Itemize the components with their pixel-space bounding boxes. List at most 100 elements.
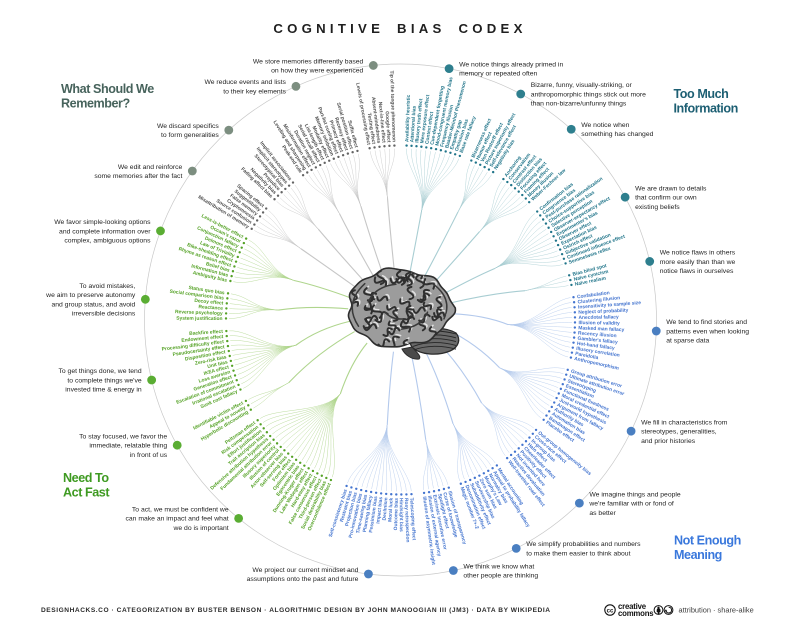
svg-text:Status quo bias: Status quo bias	[188, 285, 225, 297]
svg-text:Neglect of probability: Neglect of probability	[578, 308, 628, 316]
svg-text:in front of us: in front of us	[130, 452, 168, 459]
svg-text:Tip of the tongue phenomenon: Tip of the tongue phenomenon	[388, 70, 396, 142]
svg-text:To get things done, we tend: To get things done, we tend	[58, 368, 141, 375]
svg-text:Pareidolia: Pareidolia	[575, 351, 599, 361]
svg-text:We discard specifics: We discard specifics	[157, 123, 219, 130]
svg-text:Context effect: Context effect	[424, 111, 435, 145]
svg-text:to complete things we've: to complete things we've	[67, 377, 141, 384]
svg-text:and complete information over: and complete information over	[59, 228, 151, 235]
svg-text:we do is important: we do is important	[172, 525, 228, 532]
svg-text:Mere exposure effect: Mere exposure effect	[419, 94, 431, 144]
svg-text:Unit bias: Unit bias	[207, 359, 229, 370]
svg-text:can make an impact and feel wh: can make an impact and feel what	[125, 516, 228, 523]
svg-text:and prior histories: and prior histories	[641, 438, 696, 445]
svg-text:existing beliefs: existing beliefs	[635, 204, 680, 211]
svg-text:We notice flaws in others: We notice flaws in others	[660, 250, 736, 257]
svg-text:other people are thinking: other people are thinking	[463, 572, 538, 579]
svg-text:To avoid mistakes,: To avoid mistakes,	[79, 283, 135, 290]
svg-text:Attentional bias: Attentional bias	[409, 105, 417, 142]
svg-text:Impact bias: Impact bias	[375, 496, 384, 524]
svg-text:Reverse psychology: Reverse psychology	[175, 309, 223, 317]
svg-text:Pessimism bias: Pessimism bias	[368, 496, 379, 533]
svg-text:to their key elements: to their key elements	[223, 88, 286, 95]
svg-text:We edit and reinforce: We edit and reinforce	[118, 164, 183, 171]
svg-text:assumptions onto the past and: assumptions onto the past and future	[247, 576, 359, 583]
svg-text:Need To: Need To	[63, 471, 109, 485]
svg-text:complex, ambiguous options: complex, ambiguous options	[64, 238, 151, 245]
svg-text:we're familiar with or fond of: we're familiar with or fond of	[588, 501, 674, 508]
svg-text:Too Much: Too Much	[674, 87, 729, 101]
svg-text:We imagine things and people: We imagine things and people	[589, 491, 681, 498]
svg-text:than non-bizarre/unfunny thing: than non-bizarre/unfunny things	[531, 101, 627, 108]
svg-text:We are drawn to details: We are drawn to details	[635, 185, 707, 192]
svg-text:Declinism: Declinism	[382, 497, 390, 521]
svg-text:We notice when: We notice when	[581, 122, 629, 129]
svg-text:creative: creative	[618, 602, 647, 611]
svg-text:Google effect: Google effect	[384, 111, 392, 143]
svg-text:Information: Information	[674, 102, 738, 116]
svg-text:Outcome bias: Outcome bias	[393, 498, 400, 531]
svg-text:more easily than than we: more easily than than we	[660, 259, 736, 266]
svg-text:invested time & energy in: invested time & energy in	[65, 387, 142, 394]
svg-text:attribution · share-alike: attribution · share-alike	[679, 606, 754, 615]
svg-text:Telescoping effect: Telescoping effect	[408, 497, 417, 540]
svg-text:cc: cc	[607, 608, 614, 614]
svg-text:We notice things already prime: We notice things already primed in	[459, 61, 563, 68]
svg-text:that confirm our own: that confirm our own	[635, 195, 697, 202]
svg-text:commons: commons	[618, 609, 654, 618]
svg-text:as better: as better	[589, 510, 616, 517]
svg-text:stereotypes, generalities,: stereotypes, generalities,	[641, 429, 717, 436]
svg-text:at sparse data: at sparse data	[666, 338, 709, 345]
svg-text:Illusory truth effect: Illusory truth effect	[414, 98, 424, 143]
svg-text:anthropomorphic things stick o: anthropomorphic things stick out more	[531, 91, 646, 98]
svg-text:To act, we must be confident w: To act, we must be confident we	[132, 507, 229, 514]
svg-text:irreversible decisions: irreversible decisions	[72, 311, 136, 318]
svg-text:Meaning: Meaning	[674, 548, 722, 562]
svg-text:Hot-hand fallacy: Hot-hand fallacy	[577, 341, 616, 352]
svg-text:Endowment effect: Endowment effect	[181, 334, 224, 344]
svg-text:Recency illusion: Recency illusion	[578, 330, 617, 339]
svg-text:Testing effect: Testing effect	[366, 113, 377, 145]
svg-text:Absent-mindedness: Absent-mindedness	[370, 97, 382, 144]
svg-text:we aim to preserve autonomy: we aim to preserve autonomy	[45, 292, 136, 299]
svg-text:memory or repeated often: memory or repeated often	[459, 71, 537, 78]
svg-text:Reactance: Reactance	[198, 304, 223, 312]
svg-text:and group status, and avoid: and group status, and avoid	[51, 301, 135, 308]
svg-text:Next-in-line effect: Next-in-line effect	[377, 102, 387, 144]
svg-text:on how they were experienced: on how they were experienced	[271, 67, 363, 74]
svg-text:Availability heuristic: Availability heuristic	[404, 94, 412, 142]
svg-text:We think we know what: We think we know what	[463, 563, 534, 570]
svg-text:We favor simple-looking option: We favor simple-looking options	[54, 219, 151, 226]
svg-text:patterns even when looking: patterns even when looking	[666, 328, 749, 335]
svg-text:We fill in characteristics fro: We fill in characteristics from	[641, 419, 728, 426]
svg-text:Gambler's fallacy: Gambler's fallacy	[577, 336, 618, 346]
svg-text:Rosy retrospection: Rosy retrospection	[403, 498, 411, 543]
svg-text:Illusion of validity: Illusion of validity	[578, 320, 620, 327]
svg-text:System justification: System justification	[176, 316, 222, 322]
svg-text:COGNITIVE BIAS CODEX: COGNITIVE BIAS CODEX	[273, 21, 526, 36]
svg-text:something has changed: something has changed	[581, 131, 653, 138]
svg-text:To stay focused, we favor the: To stay focused, we favor the	[79, 433, 167, 440]
svg-text:to make them easier to think a: to make them easier to think about	[526, 550, 630, 557]
svg-text:Anecdotal fallacy: Anecdotal fallacy	[578, 314, 619, 321]
svg-text:Act Fast: Act Fast	[63, 486, 110, 500]
svg-text:We store memories differently: We store memories differently based	[253, 58, 364, 65]
svg-text:DESIGNHACKS.CO · CATEGORIZATIO: DESIGNHACKS.CO · CATEGORIZATION BY BUSTE…	[41, 607, 551, 614]
svg-text:Hindsight bias: Hindsight bias	[398, 498, 404, 532]
svg-text:Moral luck: Moral luck	[387, 497, 394, 522]
svg-text:Insensitivity to sample size: Insensitivity to sample size	[578, 300, 642, 311]
svg-text:What Should We: What Should We	[61, 82, 154, 96]
svg-text:some memories after the fact: some memories after the fact	[94, 173, 182, 180]
svg-text:Masked man fallacy: Masked man fallacy	[578, 325, 624, 333]
svg-text:Backfire effect: Backfire effect	[189, 329, 223, 337]
svg-text:Confabulation: Confabulation	[577, 290, 610, 300]
svg-text:notice flaws in ourselves: notice flaws in ourselves	[660, 268, 734, 275]
svg-text:to form generalities: to form generalities	[161, 132, 219, 139]
svg-text:Clustering illusion: Clustering illusion	[577, 295, 620, 305]
svg-text:We reduce events and lists: We reduce events and lists	[204, 79, 286, 86]
svg-text:We simplify probabilities and: We simplify probabilities and numbers	[526, 541, 641, 548]
svg-text:Not Enough: Not Enough	[674, 534, 741, 548]
svg-text:immediate, relatable thing: immediate, relatable thing	[89, 443, 167, 450]
svg-text:Bizarre, funny, visually-strik: Bizarre, funny, visually-striking, or	[531, 82, 633, 89]
svg-text:Remember?: Remember?	[61, 97, 130, 111]
